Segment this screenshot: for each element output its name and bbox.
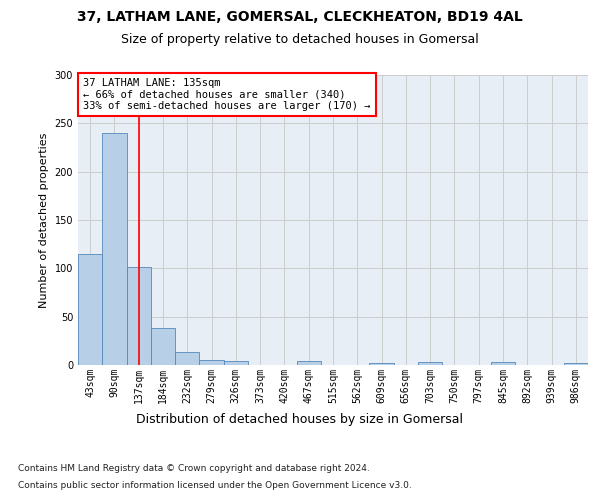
Text: Size of property relative to detached houses in Gomersal: Size of property relative to detached ho… (121, 32, 479, 46)
Bar (418, 362, 442, 365)
Bar (224, 361, 248, 365)
Text: 37, LATHAM LANE, GOMERSAL, CLECKHEATON, BD19 4AL: 37, LATHAM LANE, GOMERSAL, CLECKHEATON, … (77, 10, 523, 24)
Bar (175, 352, 199, 365)
Bar (102, 133, 127, 365)
Bar (370, 363, 394, 365)
Text: 37 LATHAM LANE: 135sqm
← 66% of detached houses are smaller (340)
33% of semi-de: 37 LATHAM LANE: 135sqm ← 66% of detached… (83, 78, 371, 111)
Bar (151, 328, 175, 365)
Bar (491, 362, 515, 365)
Text: Distribution of detached houses by size in Gomersal: Distribution of detached houses by size … (137, 412, 464, 426)
Bar (296, 361, 321, 365)
Bar (78, 254, 102, 365)
Text: Contains HM Land Registry data © Crown copyright and database right 2024.: Contains HM Land Registry data © Crown c… (18, 464, 370, 473)
Bar (199, 360, 224, 365)
Bar (127, 268, 151, 365)
Bar (564, 363, 588, 365)
Text: Contains public sector information licensed under the Open Government Licence v3: Contains public sector information licen… (18, 481, 412, 490)
Y-axis label: Number of detached properties: Number of detached properties (39, 132, 49, 308)
